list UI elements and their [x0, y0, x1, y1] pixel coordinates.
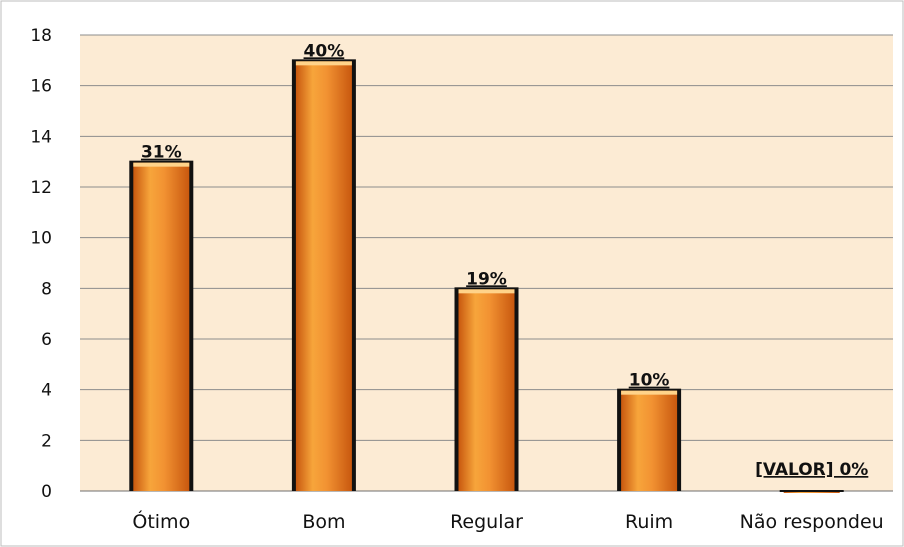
y-tick-label: 8	[41, 279, 52, 299]
bar-top-highlight	[133, 162, 190, 167]
y-tick-label: 12	[30, 178, 52, 198]
bar-top-highlight	[458, 289, 515, 294]
bar-top-highlight	[621, 390, 678, 395]
data-label: 10%	[629, 371, 670, 391]
y-tick-label: 16	[30, 77, 52, 97]
x-category-label: Não respondeu	[740, 511, 884, 533]
x-category-label: Bom	[302, 511, 345, 533]
y-tick-label: 6	[41, 330, 52, 350]
data-labels: 31% 40% 19% 10% [VALOR] 0%	[141, 41, 868, 480]
data-label: 40%	[304, 41, 345, 61]
bar	[783, 492, 840, 493]
y-tick-label: 18	[30, 26, 52, 46]
y-tick-label: 14	[30, 127, 52, 147]
bar	[458, 289, 515, 491]
y-tick-label: 0	[41, 482, 52, 502]
data-label: 31%	[141, 143, 182, 163]
x-category-label: Ótimo	[132, 509, 190, 533]
data-label: 19%	[466, 269, 507, 289]
bar	[133, 162, 190, 491]
data-label: [VALOR] 0%	[755, 460, 868, 480]
bar-top-highlight	[295, 61, 352, 66]
bars	[129, 59, 844, 493]
y-tick-label: 2	[41, 431, 52, 451]
x-category-label: Ruim	[625, 511, 673, 533]
y-tick-label: 4	[41, 381, 52, 401]
x-category-label: Regular	[450, 511, 523, 533]
bar	[295, 61, 352, 491]
y-axis: 0 2 4 6 8 10 12 14 16 18	[30, 26, 52, 502]
bar	[621, 390, 678, 491]
bar-outline	[779, 490, 844, 492]
y-tick-label: 10	[30, 229, 52, 249]
x-axis: Ótimo Bom Regular Ruim Não respondeu	[132, 509, 883, 533]
